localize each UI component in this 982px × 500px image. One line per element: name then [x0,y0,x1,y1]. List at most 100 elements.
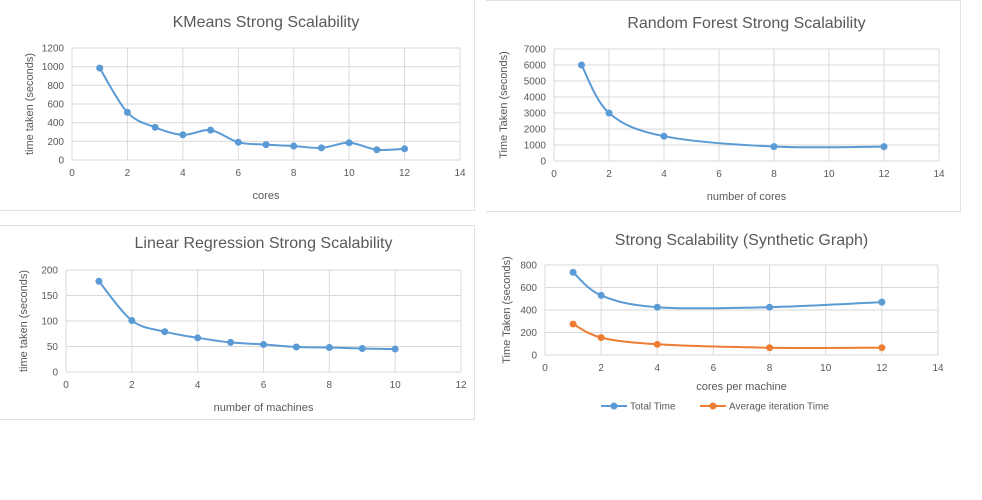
x-tick-label: 2 [129,380,135,391]
data-point [770,143,778,151]
y-axis-label: Time Taken (seconds) [501,256,513,364]
x-tick-label: 8 [291,168,297,179]
x-axis-label: cores per machine [696,381,787,393]
data-point [373,146,381,154]
y-tick-label: 1000 [42,62,65,73]
y-tick-label: 150 [41,291,58,302]
data-point [597,291,605,299]
x-tick-label: 4 [655,363,661,374]
data-point [578,61,585,69]
x-tick-label: 12 [878,169,890,180]
x-tick-label: 2 [125,168,131,179]
chart-title: Linear Regression Strong Scalability [135,235,393,252]
y-axis-label: Time Taken (seconds) [498,51,510,159]
data-point [95,277,103,285]
data-point [123,108,131,116]
chart-title: KMeans Strong Scalability [173,14,360,31]
x-tick-label: 4 [661,169,667,180]
y-tick-label: 1200 [42,44,65,55]
x-tick-label: 0 [63,380,69,391]
y-tick-label: 2000 [524,125,547,136]
y-tick-label: 800 [520,261,537,272]
series-line [98,67,405,152]
data-point [766,344,774,352]
x-tick-label: 0 [551,169,557,180]
x-tick-label: 2 [598,363,604,374]
y-tick-label: 200 [41,266,58,277]
x-tick-label: 10 [823,169,835,180]
legend-marker [610,402,618,410]
data-point [234,138,242,146]
y-tick-label: 600 [47,100,64,111]
chart-title: Strong Scalability (Synthetic Graph) [615,232,868,249]
data-point [766,303,774,311]
x-tick-label: 10 [820,363,832,374]
data-point [317,144,325,152]
y-tick-label: 0 [531,351,537,362]
data-point [292,343,300,351]
x-tick-label: 10 [390,380,402,391]
data-point [179,131,187,139]
data-point [260,340,267,348]
data-point [569,268,577,276]
series-line [98,280,396,350]
data-point [878,344,886,352]
y-tick-label: 100 [41,317,58,328]
x-tick-label: 4 [195,380,201,391]
series-line [572,271,882,310]
legend-label: Average iteration Time [729,402,829,413]
data-point [96,64,104,72]
x-tick-label: 12 [399,168,411,179]
synthetic-graph-chart: Strong Scalability (Synthetic Graph) 0 200… [501,232,944,413]
x-tick-label: 2 [606,169,612,180]
y-tick-label: 7000 [524,45,547,56]
x-tick-label: 12 [876,363,888,374]
data-point [262,141,270,149]
x-tick-label: 6 [716,169,722,180]
random-forest-chart-panel: Random Forest Strong Scalability 0 1000 200… [486,0,961,212]
y-tick-label: 800 [47,81,64,92]
data-point [325,344,333,352]
x-tick-label: 0 [69,168,75,179]
data-point [569,320,577,328]
linear-regression-chart-panel: Linear Regression Strong Scalability 0 50 1… [0,225,475,420]
kmeans-chart: KMeans Strong Scalability 0 200 400 600 800 10… [24,14,466,202]
y-tick-label: 400 [47,118,64,129]
data-point [597,334,605,342]
y-axis-label: time taken (seconds) [18,270,30,372]
y-tick-label: 1000 [524,141,547,152]
kmeans-chart-panel: KMeans Strong Scalability 0 200 400 600 800 10… [0,0,475,211]
data-point [391,345,399,353]
x-tick-label: 8 [767,363,773,374]
legend-marker [709,402,717,410]
x-tick-label: 6 [711,363,717,374]
y-tick-label: 4000 [524,93,547,104]
data-point [878,298,886,306]
x-tick-label: 8 [327,380,333,391]
x-tick-label: 0 [542,363,548,374]
data-point [161,328,169,336]
y-tick-label: 0 [58,156,64,167]
x-tick-label: 10 [344,168,356,179]
synthetic-graph-chart-panel: Strong Scalability (Synthetic Graph) 0 200… [486,225,960,418]
y-tick-label: 200 [47,137,64,148]
data-point [605,109,613,117]
x-tick-label: 12 [455,380,467,391]
data-point [401,145,409,153]
x-axis-label: cores [253,190,280,202]
data-point [880,143,888,151]
y-tick-label: 600 [520,283,537,294]
series-line [580,64,885,149]
data-point [227,338,235,346]
data-point [194,334,202,342]
series-line [572,323,882,349]
x-axis-label: number of machines [214,402,314,414]
legend-label: Total Time [630,402,676,413]
data-point [207,126,215,134]
data-point [358,345,366,353]
y-tick-label: 0 [52,368,58,379]
data-point [345,139,353,147]
y-tick-label: 5000 [524,77,547,88]
data-point [653,340,661,348]
x-tick-label: 14 [454,168,466,179]
